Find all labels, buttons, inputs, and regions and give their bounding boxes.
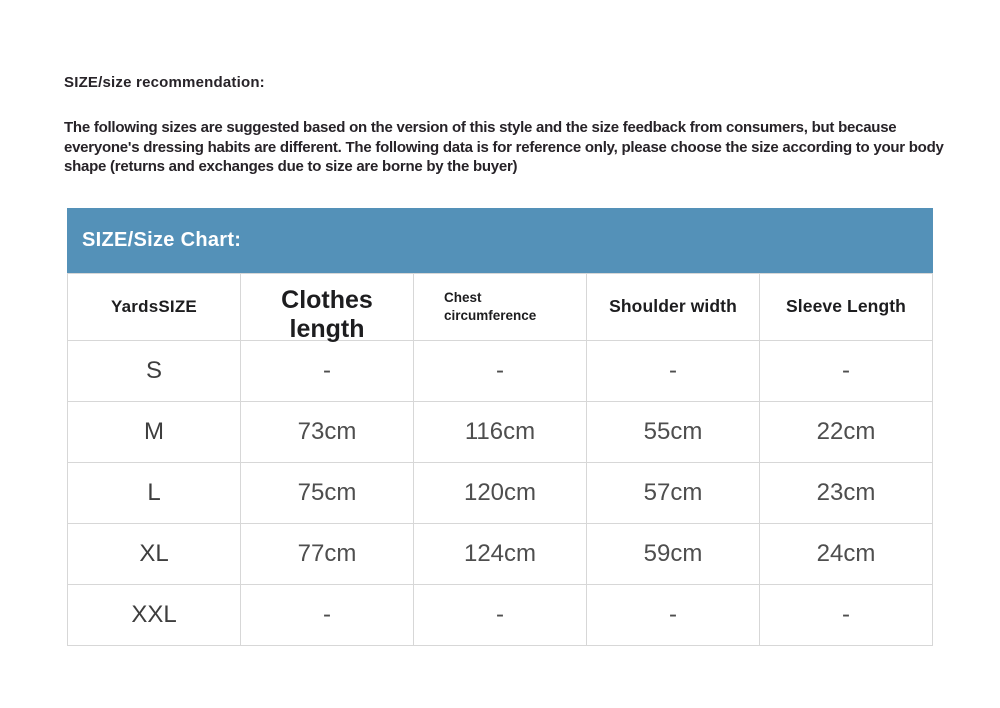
size-table: YardsSIZE Clothes length Chest circumfer… xyxy=(67,272,933,646)
column-header-clothes-length-label: Clothes length xyxy=(281,285,373,343)
size-recommendation-note: The following sizes are suggested based … xyxy=(64,119,944,175)
table-row-m: M 73cm 116cm 55cm 22cm xyxy=(67,400,933,463)
size-chart-title-bar: SIZE/Size Chart: xyxy=(67,207,933,273)
header-row: YardsSIZE Clothes length Chest circumfer… xyxy=(67,272,933,343)
table-row-xl: XL 77cm 124cm 59cm 24cm xyxy=(67,522,933,585)
size-cell: L xyxy=(67,461,241,524)
shoulder-cell: 57cm xyxy=(586,461,760,524)
sleeve-cell: 22cm xyxy=(759,400,933,463)
chest-cell: - xyxy=(413,583,587,646)
chest-cell: 116cm xyxy=(413,400,587,463)
size-chart-section: SIZE/Size Chart: YardsSIZE Clothes lengt… xyxy=(67,207,933,646)
page-title: SIZE/size recommendation: xyxy=(64,74,265,91)
size-cell: M xyxy=(67,400,241,463)
sleeve-cell: 24cm xyxy=(759,522,933,585)
sleeve-cell: - xyxy=(759,583,933,646)
shoulder-cell: 59cm xyxy=(586,522,760,585)
column-header-chest-circumference: Chest circumference xyxy=(413,272,587,341)
shoulder-cell: - xyxy=(586,339,760,402)
size-table-header: YardsSIZE Clothes length Chest circumfer… xyxy=(67,272,933,343)
column-header-clothes-length: Clothes length xyxy=(240,272,414,343)
shoulder-cell: 55cm xyxy=(586,400,760,463)
size-cell: S xyxy=(67,339,241,402)
column-header-yards-size: YardsSIZE xyxy=(67,272,241,341)
size-chart-title: SIZE/Size Chart: xyxy=(82,228,242,251)
clothes-length-cell: 77cm xyxy=(240,522,414,585)
column-header-chest-circumference-label: Chest circumference xyxy=(444,289,537,323)
clothes-length-cell: 73cm xyxy=(240,400,414,463)
size-guide-document: SIZE/size recommendation: The following … xyxy=(64,74,944,646)
clothes-length-cell: - xyxy=(240,339,414,402)
sleeve-cell: 23cm xyxy=(759,461,933,524)
chest-cell: - xyxy=(413,339,587,402)
clothes-length-cell: - xyxy=(240,583,414,646)
chest-cell: 124cm xyxy=(413,522,587,585)
column-header-shoulder-width: Shoulder width xyxy=(586,272,760,341)
chest-cell: 120cm xyxy=(413,461,587,524)
size-cell: XL xyxy=(67,522,241,585)
shoulder-cell: - xyxy=(586,583,760,646)
table-row-s: S - - - - xyxy=(67,339,933,402)
sleeve-cell: - xyxy=(759,339,933,402)
table-row-xxl: XXL - - - - xyxy=(67,583,933,646)
column-header-sleeve-length: Sleeve Length xyxy=(759,272,933,341)
clothes-length-cell: 75cm xyxy=(240,461,414,524)
size-table-body: S - - - - M 73cm 116cm 55cm 22cm L 75cm … xyxy=(67,339,933,646)
table-row-l: L 75cm 120cm 57cm 23cm xyxy=(67,461,933,524)
size-cell: XXL xyxy=(67,583,241,646)
